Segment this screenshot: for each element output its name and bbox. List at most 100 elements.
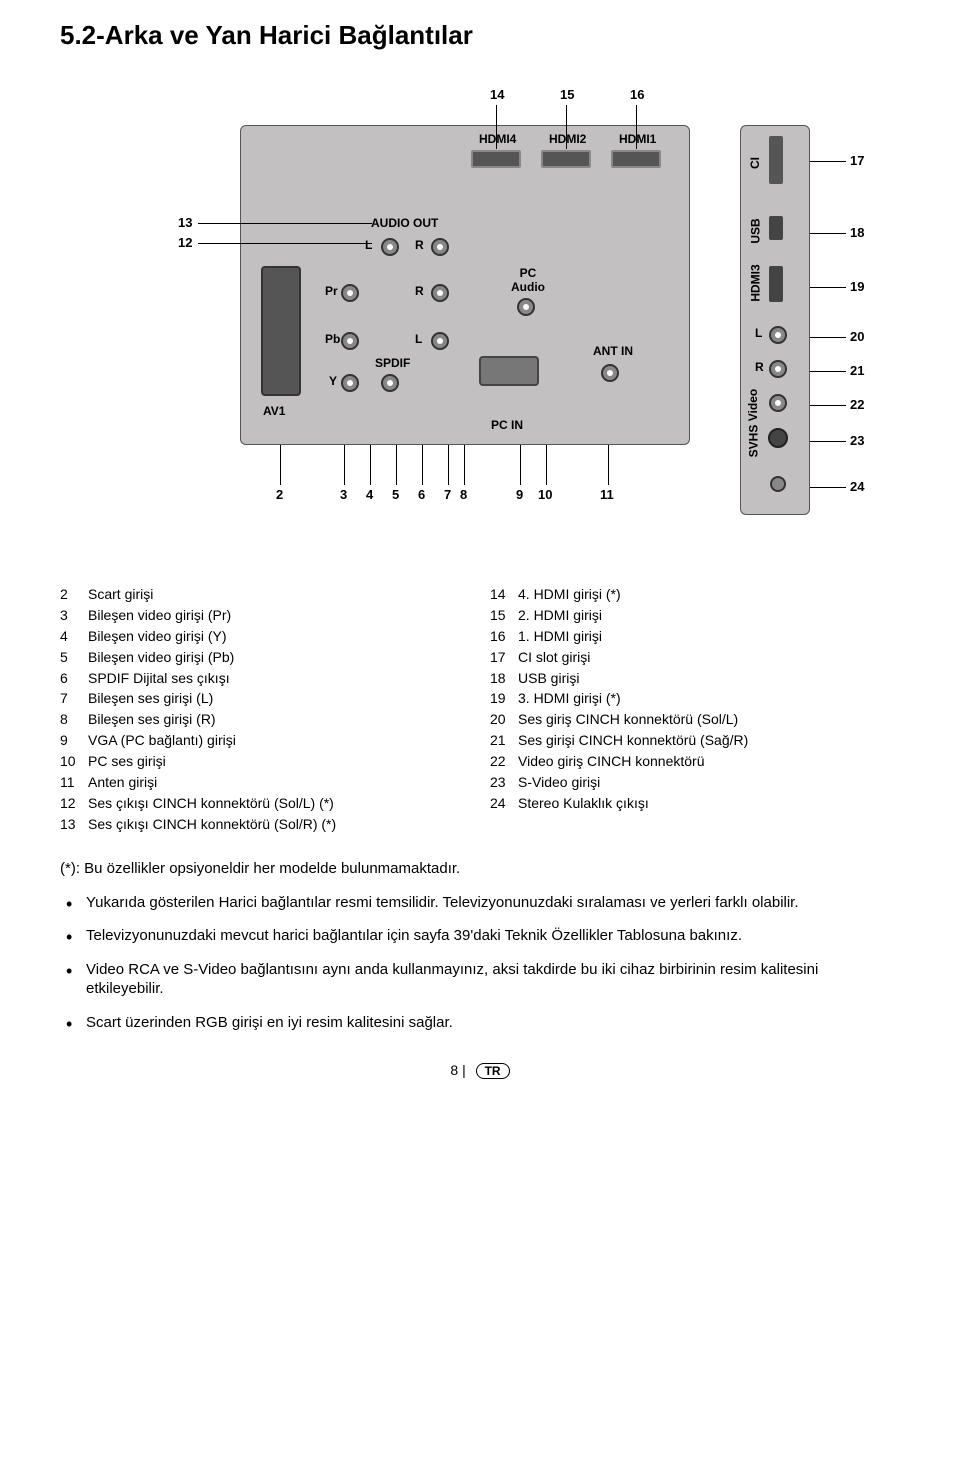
legend-row: 13Ses çıkışı CINCH konnektörü (Sol/R) (*… (60, 815, 470, 834)
legend-num: 20 (490, 710, 518, 729)
language-badge: TR (476, 1063, 510, 1079)
legend-row: 18USB girişi (490, 669, 900, 688)
leader-line (198, 243, 372, 244)
callout-7: 7 (444, 487, 451, 502)
side-panel: CI USB HDMI3 L R Video SVHS (740, 125, 810, 515)
note-item: Yukarıda gösterilen Harici bağlantılar r… (60, 893, 900, 913)
note-item: Video RCA ve S-Video bağlantısını aynı a… (60, 960, 900, 999)
callout-22: 22 (850, 397, 864, 412)
legend-right: 144. HDMI girişi (*)152. HDMI girişi161.… (490, 585, 900, 836)
hdmi1-label: HDMI1 (619, 132, 656, 146)
hdmi2-port (541, 150, 591, 168)
legend-row: 6SPDIF Dijital ses çıkışı (60, 669, 470, 688)
legend-row: 3Bileşen video girişi (Pr) (60, 606, 470, 625)
leader-line (520, 445, 521, 485)
legend-text: CI slot girişi (518, 648, 900, 667)
leader-line (810, 441, 846, 442)
legend-text: Bileşen video girişi (Pb) (88, 648, 470, 667)
usb-port (769, 216, 783, 240)
legend-row: 161. HDMI girişi (490, 627, 900, 646)
connector-legend: 2Scart girişi 3Bileşen video girişi (Pr) 4… (60, 585, 900, 836)
legend-text: Bileşen video girişi (Y) (88, 627, 470, 646)
legend-num: 14 (490, 585, 518, 604)
r2-label: R (415, 284, 424, 298)
legend-text: Video giriş CINCH konnektörü (518, 752, 900, 771)
legend-row: 12Ses çıkışı CINCH konnektörü (Sol/L) (*… (60, 794, 470, 813)
legend-num: 22 (490, 752, 518, 771)
legend-row: 23S-Video girişi (490, 773, 900, 792)
callout-3: 3 (340, 487, 347, 502)
callout-19: 19 (850, 279, 864, 294)
legend-text: Ses giriş CINCH konnektörü (Sol/L) (518, 710, 900, 729)
leader-line (422, 445, 423, 485)
audio-out-l-label: L (365, 238, 372, 252)
legend-num: 6 (60, 669, 88, 688)
hdmi2-label: HDMI2 (549, 132, 586, 146)
legend-num: 9 (60, 731, 88, 750)
legend-text: USB girişi (518, 669, 900, 688)
leader-line (810, 233, 846, 234)
svideo-port (768, 428, 788, 448)
leader-line (546, 445, 547, 485)
side-r-label: R (755, 360, 764, 374)
headphone-port (770, 476, 786, 492)
legend-num: 16 (490, 627, 518, 646)
leader-line (464, 445, 465, 485)
callout-4: 4 (366, 487, 373, 502)
pb-port (341, 332, 359, 350)
legend-num: 7 (60, 689, 88, 708)
y-port (341, 374, 359, 392)
video-label: Video (746, 389, 760, 421)
vga-port (479, 356, 539, 386)
legend-text: Ses çıkışı CINCH konnektörü (Sol/R) (*) (88, 815, 470, 834)
legend-row: 10PC ses girişi (60, 752, 470, 771)
hdmi4-port (471, 150, 521, 168)
pc-audio-label: PC Audio (511, 266, 545, 294)
y-label: Y (329, 374, 337, 388)
callout-12: 12 (178, 235, 192, 250)
callout-10: 10 (538, 487, 552, 502)
legend-row: 193. HDMI girişi (*) (490, 689, 900, 708)
legend-text: 3. HDMI girişi (*) (518, 689, 900, 708)
legend-num: 3 (60, 606, 88, 625)
legend-row: 2Scart girişi (60, 585, 470, 604)
ant-in-label: ANT IN (593, 344, 633, 358)
svhs-label: SVHS (746, 425, 760, 458)
pr-port (341, 284, 359, 302)
leader-line (566, 105, 567, 149)
callout-2: 2 (276, 487, 283, 502)
note-item: Televizyonunuzdaki mevcut harici bağlant… (60, 926, 900, 946)
legend-text: Bileşen ses girişi (R) (88, 710, 470, 729)
ci-label: CI (748, 157, 762, 169)
legend-text: PC ses girişi (88, 752, 470, 771)
spdif-label: SPDIF (375, 356, 410, 370)
audio-out-label: AUDIO OUT (371, 216, 438, 230)
callout-20: 20 (850, 329, 864, 344)
leader-line (496, 105, 497, 149)
leader-line (810, 161, 846, 162)
callout-18: 18 (850, 225, 864, 240)
legend-text: 2. HDMI girişi (518, 606, 900, 625)
legend-num: 17 (490, 648, 518, 667)
legend-row: 7Bileşen ses girişi (L) (60, 689, 470, 708)
usb-label: USB (749, 218, 763, 243)
legend-num: 4 (60, 627, 88, 646)
legend-row: 4Bileşen video girişi (Y) (60, 627, 470, 646)
legend-num: 5 (60, 648, 88, 667)
hdmi4-label: HDMI4 (479, 132, 516, 146)
legend-text: Ses çıkışı CINCH konnektörü (Sol/L) (*) (88, 794, 470, 813)
callout-17: 17 (850, 153, 864, 168)
leader-line (344, 445, 345, 485)
legend-num: 12 (60, 794, 88, 813)
leader-line (198, 223, 372, 224)
page-footer: 8 | TR (60, 1062, 900, 1079)
legend-row: 144. HDMI girişi (*) (490, 585, 900, 604)
hdmi3-label: HDMI3 (749, 264, 763, 301)
callout-15: 15 (560, 87, 574, 102)
legend-num: 2 (60, 585, 88, 604)
legend-row: 8Bileşen ses girişi (R) (60, 710, 470, 729)
pc-audio (517, 298, 535, 316)
legend-num: 19 (490, 689, 518, 708)
callout-13: 13 (178, 215, 192, 230)
legend-text: 1. HDMI girişi (518, 627, 900, 646)
